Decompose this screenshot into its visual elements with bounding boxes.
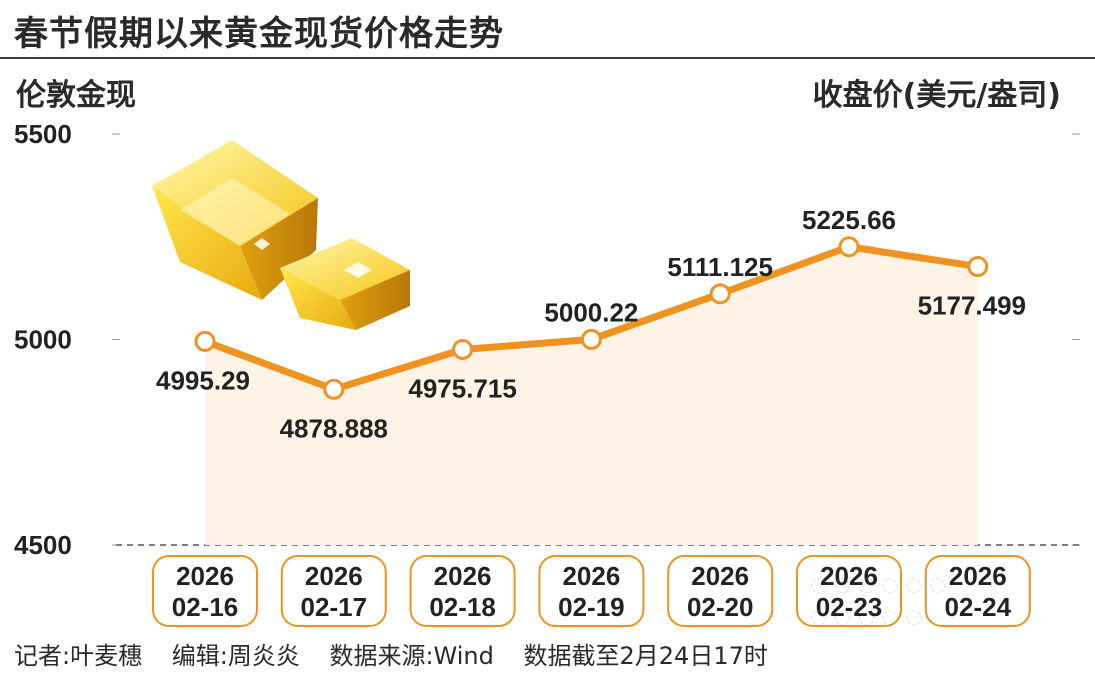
x-tick-date: 02-18	[429, 592, 496, 622]
x-axis: 202602-16202602-17202602-18202602-192026…	[152, 555, 1031, 627]
x-category-pill	[667, 555, 774, 627]
chart-title: 春节假期以来黄金现货价格走势	[14, 14, 504, 54]
reporter-credit: 记者:叶麦穗	[14, 642, 143, 670]
value-label: 4975.715	[408, 373, 516, 403]
data-point	[580, 328, 602, 350]
watermark: ◌ ◌ ◌ ◌ ◌ ◌ ◌ ◌ ◌ ◌ ◌	[810, 572, 947, 628]
x-tick-year: 2026	[949, 561, 1007, 591]
footer: 记者:叶麦穗 编辑:周炎炎 数据来源:Wind 数据截至2月24日17时	[14, 636, 790, 671]
series-label: 伦敦金现	[16, 78, 136, 113]
x-tick-year: 2026	[305, 561, 363, 591]
x-category-pill	[280, 555, 387, 627]
x-tick-year: 2026	[691, 561, 749, 591]
value-label: 5000.22	[544, 297, 638, 327]
value-label: 4995.29	[156, 365, 250, 395]
y-tick-label: 5500	[14, 119, 72, 149]
y-tick-label: 5000	[14, 325, 72, 355]
data-cutoff: 数据截至2月24日17时	[523, 642, 768, 670]
x-category-pill	[152, 555, 258, 627]
x-category-pill	[796, 555, 902, 627]
editor-credit: 编辑:周炎炎	[171, 642, 300, 670]
data-point	[194, 330, 216, 352]
x-tick-date: 02-19	[558, 592, 625, 622]
x-tick-year: 2026	[820, 561, 878, 591]
value-label: 5177.499	[918, 291, 1026, 321]
value-labels: 4995.29 4878.888 4975.715 5000.22 5111.125 52…	[156, 205, 1026, 444]
x-tick-year: 2026	[562, 561, 620, 591]
x-tick-year: 2026	[434, 561, 492, 591]
x-tick-date: 02-16	[172, 592, 239, 622]
gold-bars-illustration	[152, 140, 410, 330]
data-point	[838, 236, 860, 258]
x-category-pill	[924, 555, 1031, 627]
data-point	[709, 283, 731, 305]
x-category-pill	[409, 555, 516, 627]
value-label: 4878.888	[280, 413, 388, 443]
data-point	[967, 256, 989, 278]
x-tick-date: 02-20	[687, 592, 754, 622]
value-label: 5225.66	[802, 205, 896, 235]
x-tick-date: 02-23	[816, 592, 883, 622]
x-category-pill	[538, 555, 645, 627]
area-fill	[205, 246, 978, 546]
data-point	[452, 338, 474, 360]
y-tick-label: 4500	[14, 530, 72, 560]
data-source: 数据来源:Wind	[329, 642, 494, 670]
x-tick-date: 02-17	[301, 592, 368, 622]
x-tick-year: 2026	[176, 561, 234, 591]
x-tick-date: 02-24	[945, 592, 1012, 622]
title-divider	[0, 57, 1095, 59]
value-label: 5111.125	[667, 252, 773, 282]
data-point	[323, 378, 345, 400]
data-points	[194, 236, 989, 400]
unit-label: 收盘价(美元/盎司)	[812, 78, 1061, 113]
